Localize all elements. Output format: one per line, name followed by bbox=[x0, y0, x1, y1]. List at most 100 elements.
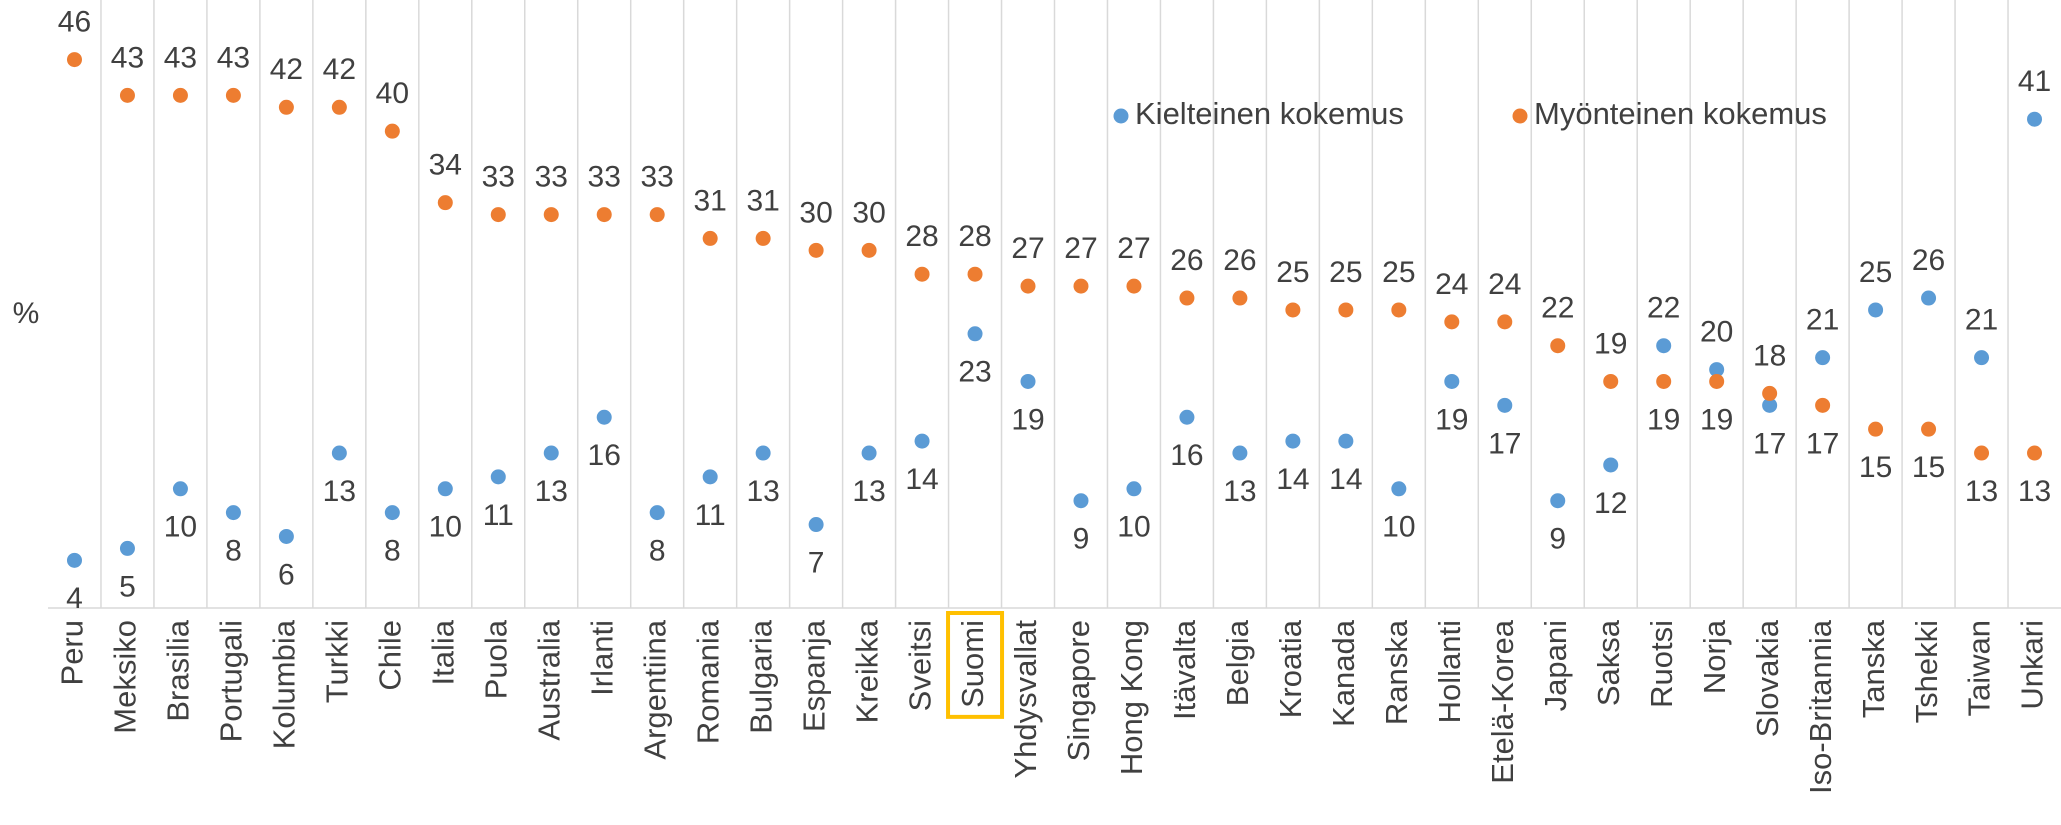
data-label: 13 bbox=[852, 475, 885, 508]
x-tick-label: Tshekki bbox=[1909, 620, 1944, 723]
data-label: 10 bbox=[1382, 511, 1415, 544]
legend-label: Kielteinen kokemus bbox=[1135, 96, 1404, 131]
dot bbox=[1444, 373, 1460, 389]
dot bbox=[1921, 421, 1937, 437]
dot bbox=[649, 505, 665, 521]
dot bbox=[437, 481, 453, 497]
dot bbox=[384, 505, 400, 521]
x-tick-label: Bulgaria bbox=[743, 619, 778, 733]
dot bbox=[1974, 350, 1990, 366]
dot bbox=[914, 266, 930, 282]
dot bbox=[1285, 433, 1301, 449]
dot bbox=[1179, 290, 1195, 306]
dot bbox=[1656, 373, 1672, 389]
dot bbox=[225, 87, 241, 103]
data-label: 17 bbox=[1806, 427, 1839, 460]
x-tick-label: Kreikka bbox=[849, 619, 884, 723]
data-label: 25 bbox=[1382, 256, 1415, 289]
data-label: 22 bbox=[1541, 292, 1574, 325]
data-label: 42 bbox=[323, 53, 356, 86]
data-label: 27 bbox=[1117, 232, 1150, 265]
dot bbox=[1285, 302, 1301, 318]
data-label: 11 bbox=[483, 499, 514, 532]
x-tick-label: Espanja bbox=[796, 619, 831, 732]
legend-marker bbox=[1113, 108, 1129, 124]
data-label: 14 bbox=[1329, 463, 1362, 496]
x-tick-label: Kanada bbox=[1326, 619, 1361, 727]
dot bbox=[702, 230, 718, 246]
x-tick-label: Chile bbox=[373, 620, 408, 691]
dot bbox=[1179, 409, 1195, 425]
y-axis-label: % bbox=[13, 297, 40, 330]
dot bbox=[1073, 278, 1089, 294]
data-label: 5 bbox=[119, 570, 136, 603]
dot bbox=[1603, 373, 1619, 389]
data-label: 25 bbox=[1276, 256, 1309, 289]
x-tick-label: Saksa bbox=[1591, 619, 1626, 706]
data-label: 14 bbox=[1276, 463, 1309, 496]
data-label: 42 bbox=[270, 53, 303, 86]
data-label: 8 bbox=[225, 535, 242, 568]
dot bbox=[1762, 385, 1778, 401]
dot bbox=[861, 445, 877, 461]
x-tick-label: Itävalta bbox=[1167, 619, 1202, 720]
data-label: 8 bbox=[649, 535, 666, 568]
data-label: 16 bbox=[588, 439, 621, 472]
x-tick-label: Meksiko bbox=[108, 620, 143, 734]
x-tick-label: Hollanti bbox=[1432, 620, 1467, 723]
data-label: 10 bbox=[164, 511, 197, 544]
dot bbox=[1762, 397, 1778, 413]
x-tick-label: Japani bbox=[1538, 620, 1573, 711]
dot bbox=[1497, 397, 1513, 413]
data-label: 19 bbox=[1700, 403, 1733, 436]
dot bbox=[702, 469, 718, 485]
dot bbox=[1550, 493, 1566, 509]
data-label: 33 bbox=[482, 161, 515, 194]
data-label: 19 bbox=[1594, 327, 1627, 360]
dot bbox=[384, 123, 400, 139]
x-tick-label: Singapore bbox=[1061, 620, 1096, 761]
data-label: 16 bbox=[1170, 439, 1203, 472]
data-label: 10 bbox=[429, 511, 462, 544]
dot bbox=[808, 242, 824, 258]
dot bbox=[119, 540, 135, 556]
dot bbox=[967, 266, 983, 282]
dot bbox=[1868, 302, 1884, 318]
data-label: 9 bbox=[1073, 523, 1090, 556]
dot bbox=[596, 207, 612, 223]
x-tick-label: Puola bbox=[478, 619, 513, 699]
x-tick-label: Norja bbox=[1697, 619, 1732, 694]
data-label: 30 bbox=[799, 196, 832, 229]
dot bbox=[543, 207, 559, 223]
x-tick-label: Brasilia bbox=[161, 619, 196, 721]
data-label: 33 bbox=[535, 161, 568, 194]
dot bbox=[1603, 457, 1619, 473]
data-label: 24 bbox=[1488, 268, 1521, 301]
x-tick-label: Peru bbox=[55, 620, 90, 685]
data-label: 13 bbox=[535, 475, 568, 508]
data-label: 12 bbox=[1594, 487, 1627, 520]
data-label: 14 bbox=[905, 463, 938, 496]
data-label: 19 bbox=[1011, 403, 1044, 436]
dot bbox=[2027, 445, 2043, 461]
dot bbox=[1020, 373, 1036, 389]
dot bbox=[1868, 421, 1884, 437]
x-tick-label: Etelä-Korea bbox=[1485, 619, 1520, 783]
data-label: 24 bbox=[1435, 268, 1468, 301]
data-label: 31 bbox=[693, 184, 726, 217]
dot bbox=[331, 445, 347, 461]
data-label: 13 bbox=[746, 475, 779, 508]
legend-marker bbox=[1512, 108, 1528, 124]
data-label: 13 bbox=[2018, 475, 2051, 508]
data-label: 27 bbox=[1011, 232, 1044, 265]
x-tick-label: Tanska bbox=[1856, 619, 1891, 718]
data-label: 28 bbox=[958, 220, 991, 253]
data-label: 4 bbox=[66, 582, 83, 615]
dot bbox=[1974, 445, 1990, 461]
x-tick-label: Unkari bbox=[2015, 620, 2050, 710]
x-tick-label: Sveitsi bbox=[902, 620, 937, 711]
dot bbox=[2027, 111, 2043, 127]
x-tick-label: Portugali bbox=[214, 620, 249, 742]
x-tick-label: Taiwan bbox=[1962, 620, 1997, 717]
dot bbox=[1073, 493, 1089, 509]
